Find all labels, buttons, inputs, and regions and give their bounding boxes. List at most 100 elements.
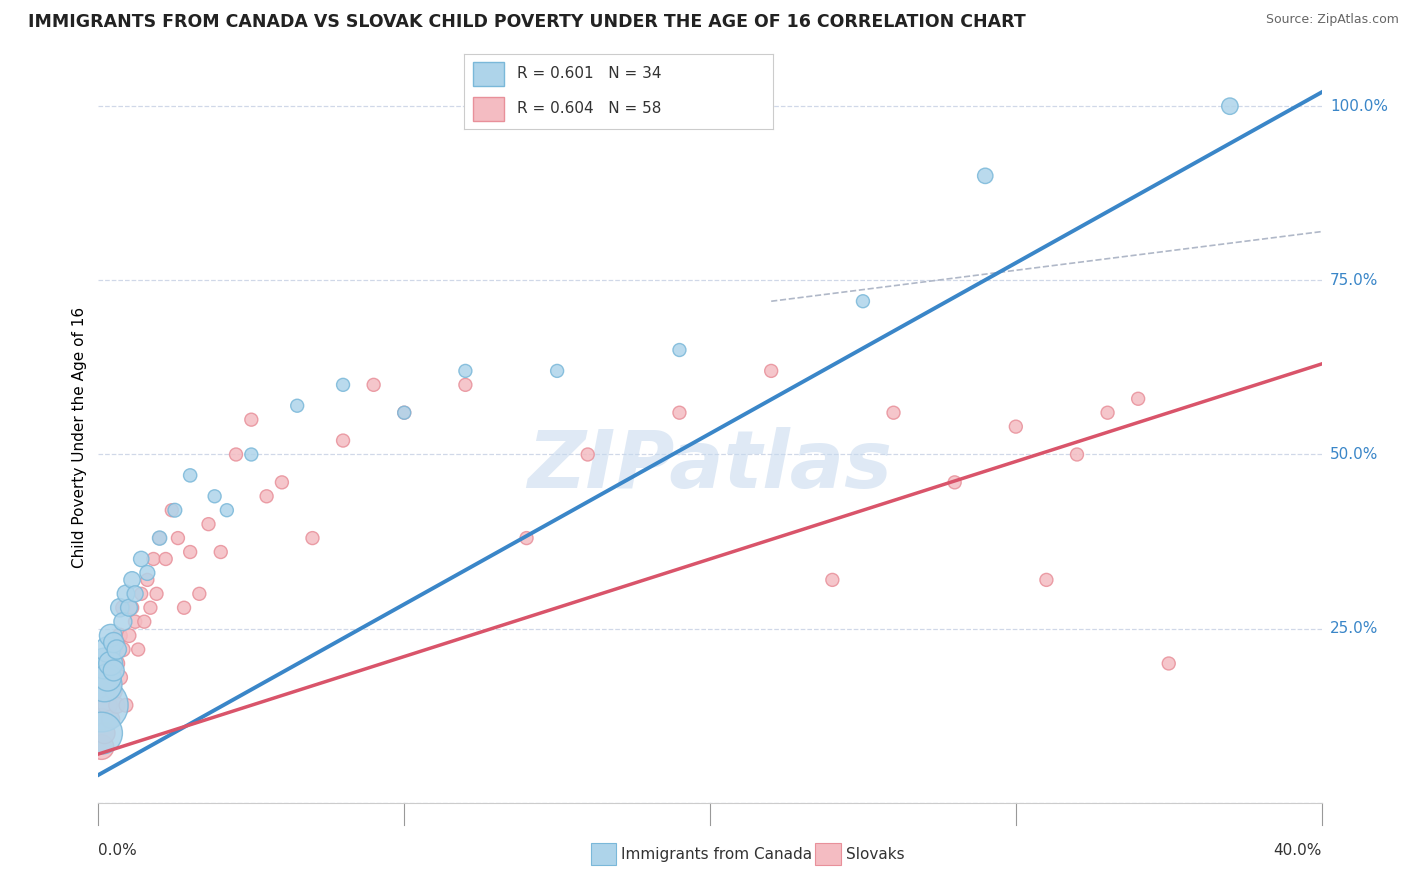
Point — [103, 642, 125, 657]
Point — [103, 664, 125, 678]
Point — [100, 712, 122, 726]
Point — [108, 600, 131, 615]
Point — [115, 698, 138, 713]
Text: 40.0%: 40.0% — [1274, 843, 1322, 858]
Point — [516, 531, 538, 545]
Point — [167, 531, 190, 545]
Point — [136, 573, 159, 587]
Point — [93, 657, 115, 671]
Point — [149, 531, 172, 545]
Point — [821, 573, 844, 587]
Point — [1035, 573, 1057, 587]
Point — [93, 677, 115, 691]
Point — [105, 698, 128, 713]
Text: 0.0%: 0.0% — [98, 843, 138, 858]
Text: Immigrants from Canada: Immigrants from Canada — [621, 847, 813, 862]
Point — [118, 629, 141, 643]
Text: 75.0%: 75.0% — [1330, 273, 1378, 288]
Point — [225, 448, 247, 462]
Point — [111, 642, 134, 657]
FancyBboxPatch shape — [474, 96, 505, 121]
Point — [97, 698, 120, 713]
Point — [111, 615, 134, 629]
Point — [97, 642, 120, 657]
Point — [160, 503, 183, 517]
Text: R = 0.601   N = 34: R = 0.601 N = 34 — [516, 67, 661, 81]
Point — [1128, 392, 1150, 406]
Point — [668, 406, 690, 420]
Point — [134, 615, 156, 629]
Point — [240, 448, 263, 462]
Point — [179, 468, 201, 483]
Point — [111, 600, 134, 615]
Point — [90, 698, 112, 713]
Point — [285, 399, 308, 413]
Point — [100, 629, 122, 643]
Point — [209, 545, 232, 559]
Text: ZIPatlas: ZIPatlas — [527, 427, 893, 506]
Point — [105, 657, 128, 671]
Point — [173, 600, 195, 615]
Point — [759, 364, 782, 378]
Point — [179, 545, 201, 559]
Point — [1097, 406, 1119, 420]
Point — [852, 294, 875, 309]
Point — [118, 600, 141, 615]
Point — [108, 629, 131, 643]
Text: IMMIGRANTS FROM CANADA VS SLOVAK CHILD POVERTY UNDER THE AGE OF 16 CORRELATION C: IMMIGRANTS FROM CANADA VS SLOVAK CHILD P… — [28, 13, 1026, 31]
Point — [136, 566, 159, 580]
Point — [883, 406, 905, 420]
Point — [576, 448, 599, 462]
Point — [454, 364, 477, 378]
Point — [97, 670, 120, 684]
Y-axis label: Child Poverty Under the Age of 16: Child Poverty Under the Age of 16 — [72, 307, 87, 567]
Point — [90, 740, 112, 755]
Text: R = 0.604   N = 58: R = 0.604 N = 58 — [516, 102, 661, 116]
Point — [163, 503, 186, 517]
Point — [103, 635, 125, 649]
Point — [332, 434, 354, 448]
Point — [121, 600, 143, 615]
Point — [1066, 448, 1088, 462]
Point — [97, 670, 120, 684]
Text: 100.0%: 100.0% — [1330, 99, 1388, 113]
Point — [142, 552, 165, 566]
Point — [124, 615, 146, 629]
Point — [149, 531, 172, 545]
Point — [256, 489, 278, 503]
Point — [1004, 419, 1026, 434]
Point — [974, 169, 997, 183]
Point — [943, 475, 966, 490]
Point — [546, 364, 568, 378]
Point — [392, 406, 416, 420]
Point — [270, 475, 292, 490]
Point — [197, 517, 219, 532]
Point — [100, 657, 122, 671]
Point — [363, 377, 385, 392]
Point — [93, 684, 115, 698]
Point — [454, 377, 477, 392]
Point — [93, 726, 115, 740]
Point — [301, 531, 323, 545]
Point — [121, 573, 143, 587]
Point — [127, 642, 149, 657]
Point — [204, 489, 226, 503]
FancyBboxPatch shape — [474, 62, 505, 87]
Point — [188, 587, 211, 601]
Point — [332, 377, 354, 392]
Text: Slovaks: Slovaks — [846, 847, 905, 862]
Text: 50.0%: 50.0% — [1330, 447, 1378, 462]
Point — [129, 587, 152, 601]
Point — [115, 587, 138, 601]
Point — [392, 406, 416, 420]
Point — [215, 503, 238, 517]
Point — [668, 343, 690, 357]
Point — [1157, 657, 1180, 671]
Point — [124, 587, 146, 601]
Point — [90, 726, 112, 740]
Point — [129, 552, 152, 566]
Point — [105, 642, 128, 657]
Point — [240, 412, 263, 426]
Point — [100, 657, 122, 671]
Point — [108, 670, 131, 684]
